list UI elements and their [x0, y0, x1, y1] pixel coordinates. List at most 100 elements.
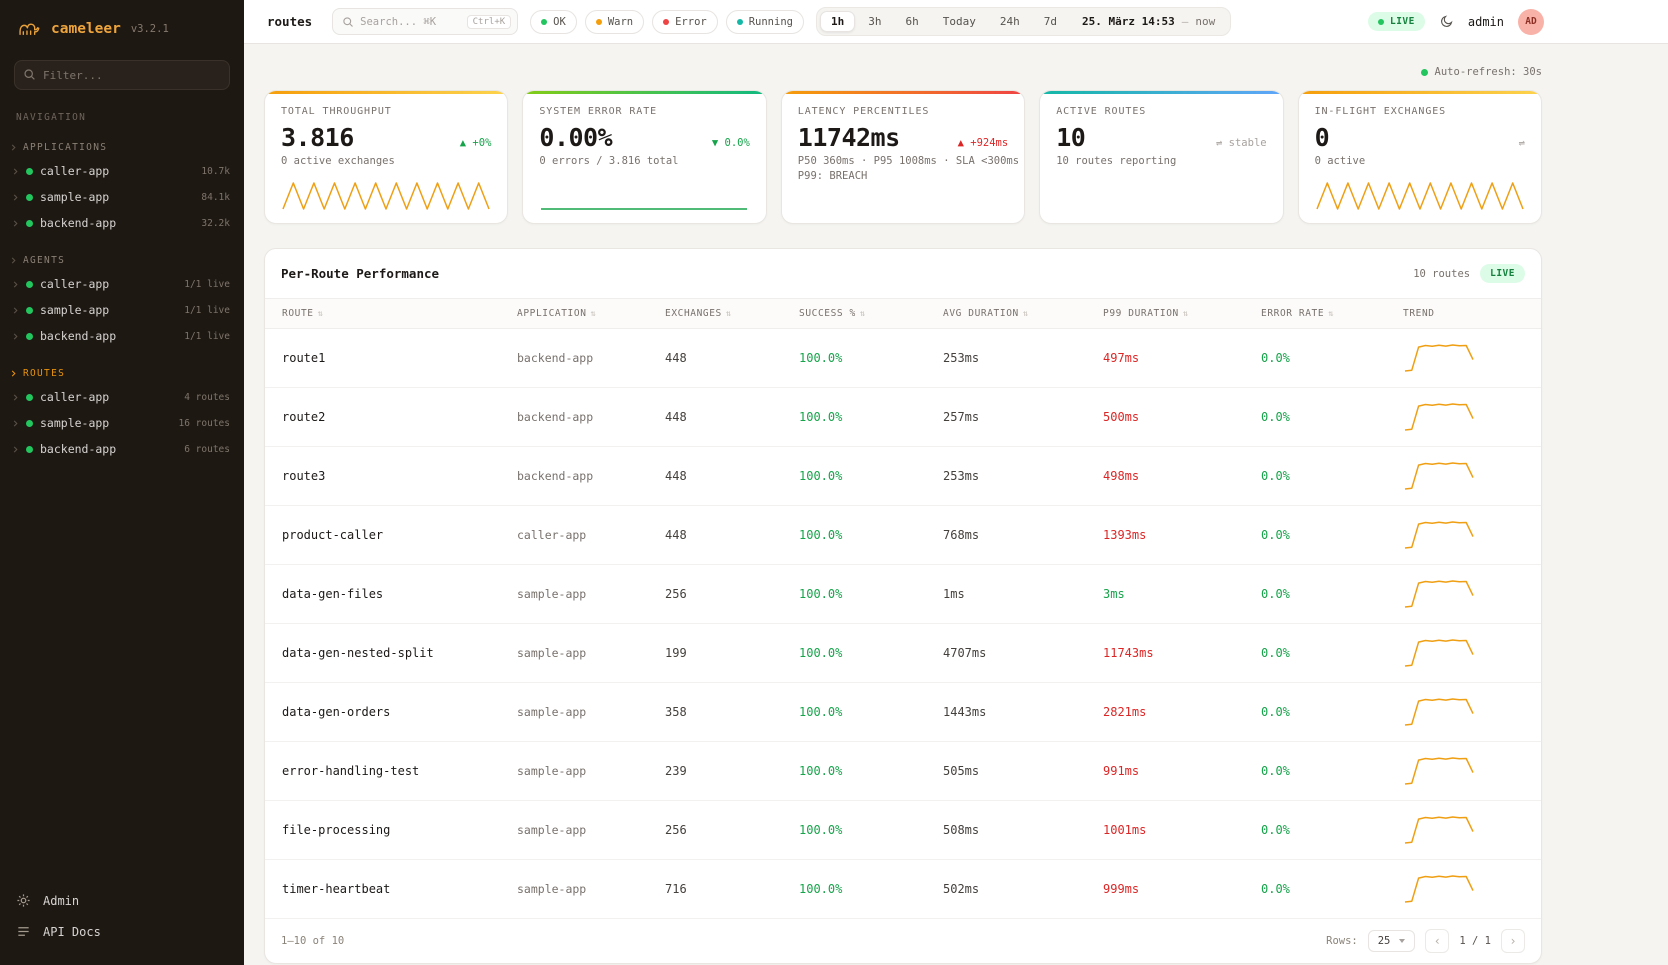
per-route-performance-panel: Per-Route Performance 10 routes LIVE: [264, 248, 1542, 964]
avatar[interactable]: AD: [1518, 8, 1544, 35]
route-exchanges: 448: [657, 505, 791, 565]
time-range-today[interactable]: Today: [932, 11, 987, 32]
sidebar-item-api-docs[interactable]: API Docs: [16, 924, 228, 939]
time-range-24h[interactable]: 24h: [989, 11, 1031, 32]
sidebar-item-admin[interactable]: Admin: [16, 893, 228, 908]
route-success-rate: 100.0%: [791, 328, 935, 388]
column-header-route[interactable]: ROUTE ⇅: [265, 298, 509, 329]
filter-chip-warn[interactable]: Warn: [584, 9, 645, 34]
table-row[interactable]: data-gen-orders sample-app 358 100.0% 14…: [265, 682, 1541, 742]
live-badge[interactable]: LIVE: [1367, 12, 1425, 31]
section-header-agents[interactable]: AGENTS: [0, 252, 244, 271]
sidebar-item-sample-app[interactable]: sample-app 16 routes: [0, 410, 244, 436]
table-row[interactable]: timer-heartbeat sample-app 716 100.0% 50…: [265, 859, 1541, 919]
sidebar-item-sample-app[interactable]: sample-app 1/1 live: [0, 297, 244, 323]
sort-icon: ⇅: [725, 309, 732, 319]
chevron-right-icon: [12, 394, 19, 401]
time-separator: —: [1181, 15, 1189, 28]
time-range-7d[interactable]: 7d: [1033, 11, 1068, 32]
chevron-right-icon: [12, 281, 19, 288]
table-row[interactable]: product-caller caller-app 448 100.0% 768…: [265, 505, 1541, 565]
column-header-success[interactable]: SUCCESS % ⇅: [791, 298, 935, 329]
route-p99-duration: 999ms: [1103, 882, 1140, 896]
sidebar-item-badge: 1/1 live: [184, 330, 230, 342]
sidebar-item-backend-app[interactable]: backend-app 6 routes: [0, 436, 244, 462]
sort-icon: ⇅: [1328, 309, 1334, 319]
table-body: route1 backend-app 448 100.0% 253ms 497m…: [265, 328, 1541, 919]
route-avg-duration: 508ms: [935, 800, 1095, 860]
table-row[interactable]: route1 backend-app 448 100.0% 253ms 497m…: [265, 328, 1541, 388]
user-name: admin: [1467, 14, 1504, 29]
card-subtitle: 0 errors / 3.816 total: [539, 155, 679, 167]
card-subtitle: 0 active: [1314, 155, 1366, 167]
status-dot: [26, 419, 33, 427]
sidebar-item-caller-app[interactable]: caller-app 10.7k: [0, 158, 244, 184]
sidebar-item-label: API Docs: [43, 924, 101, 939]
sidebar-item-backend-app[interactable]: backend-app 32.2k: [0, 210, 244, 236]
table-row[interactable]: data-gen-nested-split sample-app 199 100…: [265, 623, 1541, 683]
moon-icon[interactable]: [1439, 14, 1454, 29]
sidebar-item-backend-app[interactable]: backend-app 1/1 live: [0, 323, 244, 349]
sidebar-item-caller-app[interactable]: caller-app 4 routes: [0, 384, 244, 410]
chip-label: Error: [675, 15, 707, 28]
sidebar-item-caller-app[interactable]: caller-app 1/1 live: [0, 271, 244, 297]
route-application: sample-app: [509, 741, 657, 801]
sort-icon: ⇅: [1022, 309, 1029, 319]
filter-chip-error[interactable]: Error: [652, 9, 718, 34]
camel-logo-icon: [16, 14, 42, 44]
column-header-error-rate[interactable]: ERROR RATE ⇅: [1253, 298, 1395, 329]
section-title: ROUTES: [23, 368, 66, 379]
table-row[interactable]: route2 backend-app 448 100.0% 257ms 500m…: [265, 387, 1541, 447]
time-range-3h[interactable]: 3h: [857, 11, 892, 32]
sidebar-item-label: sample-app: [40, 416, 110, 430]
column-header-p99-duration[interactable]: P99 DURATION ⇅: [1095, 298, 1253, 329]
sidebar-item-label: sample-app: [40, 190, 110, 204]
next-page-button[interactable]: ›: [1501, 929, 1525, 953]
trend-sparkline: [1403, 402, 1475, 432]
time-range-1h[interactable]: 1h: [819, 11, 856, 32]
auto-refresh-label: Auto-refresh: 30s: [1434, 66, 1542, 78]
table-row[interactable]: file-processing sample-app 256 100.0% 50…: [265, 800, 1541, 860]
route-error-rate: 0.0%: [1253, 859, 1395, 919]
table-row[interactable]: route3 backend-app 448 100.0% 253ms 498m…: [265, 446, 1541, 506]
card-subtitle: 0 active exchanges: [281, 155, 395, 167]
route-avg-duration: 502ms: [935, 859, 1095, 919]
route-success-rate: 100.0%: [791, 623, 935, 683]
search-icon: [342, 16, 354, 28]
prev-page-button[interactable]: ‹: [1425, 929, 1450, 953]
filter-chip-running[interactable]: Running: [725, 9, 804, 34]
time-range-6h[interactable]: 6h: [894, 11, 929, 32]
column-header-application[interactable]: APPLICATION ⇅: [509, 298, 657, 329]
chevron-right-icon: [12, 220, 19, 227]
card-accent-bar: [523, 91, 766, 94]
rows-per-page-select[interactable]: 25: [1367, 930, 1416, 952]
status-dot: [26, 393, 33, 401]
section-header-routes[interactable]: ROUTES: [0, 365, 244, 384]
section-header-applications[interactable]: APPLICATIONS: [0, 139, 244, 158]
table-row[interactable]: data-gen-files sample-app 256 100.0% 1ms…: [265, 564, 1541, 624]
route-exchanges: 199: [657, 623, 791, 683]
route-success-rate: 100.0%: [791, 859, 935, 919]
table-row[interactable]: error-handling-test sample-app 239 100.0…: [265, 741, 1541, 801]
status-dot: [26, 167, 33, 175]
sidebar-item-badge: 4 routes: [184, 391, 230, 403]
column-header-exchanges[interactable]: EXCHANGES ⇅: [657, 298, 791, 329]
sidebar-filter-input[interactable]: [14, 60, 230, 90]
rows-per-page-label: Rows:: [1326, 935, 1358, 947]
chevron-right-icon: [12, 446, 19, 453]
search-box[interactable]: Ctrl+K: [332, 8, 519, 35]
column-header-avg-duration[interactable]: AVG DURATION ⇅: [935, 298, 1095, 329]
search-input[interactable]: [360, 15, 461, 28]
filter-chip-ok[interactable]: OK: [530, 9, 577, 34]
route-application: sample-app: [509, 623, 657, 683]
sidebar-item-label: sample-app: [40, 303, 110, 317]
auto-refresh-indicator: Auto-refresh: 30s: [264, 44, 1542, 90]
route-application: backend-app: [509, 328, 657, 388]
trend-sparkline: [1403, 815, 1475, 845]
page-indicator: 1 / 1: [1459, 935, 1491, 947]
sidebar-item-sample-app[interactable]: sample-app 84.1k: [0, 184, 244, 210]
stat-cards-row: TOTAL THROUGHPUT 3.816 ▲ +0% 0 active ex…: [264, 90, 1542, 224]
app-name: cameleer: [51, 21, 121, 37]
route-application: sample-app: [509, 800, 657, 860]
route-error-rate: 0.0%: [1253, 564, 1395, 624]
